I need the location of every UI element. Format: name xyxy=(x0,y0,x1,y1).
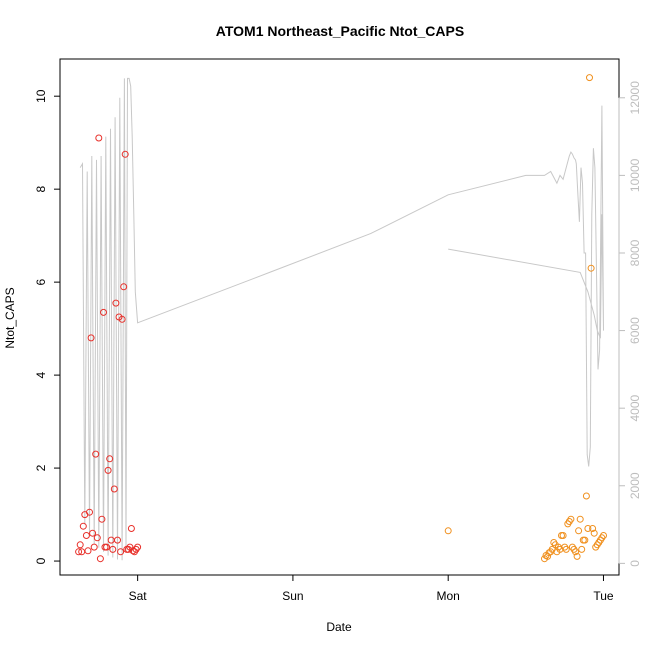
y2-tick-label: 6000 xyxy=(628,317,642,344)
data-point xyxy=(87,334,95,342)
x-tick-label: Mon xyxy=(437,589,460,603)
data-point xyxy=(118,315,126,323)
data-point xyxy=(79,522,87,530)
data-point xyxy=(82,532,90,539)
data-point xyxy=(112,299,120,307)
data-point xyxy=(103,543,111,551)
y-axis-left: 0 2 4 6 8 10 xyxy=(34,89,61,564)
y-tick-label: 8 xyxy=(34,186,48,193)
data-point xyxy=(100,308,107,316)
data-point xyxy=(86,508,93,516)
data-point xyxy=(110,485,118,493)
data-point xyxy=(576,515,584,523)
data-point xyxy=(590,529,598,537)
ntot-line xyxy=(79,77,604,561)
y2-tick-label: 4000 xyxy=(628,395,642,422)
data-point xyxy=(444,527,452,535)
data-point xyxy=(114,536,121,544)
data-point xyxy=(584,525,592,532)
y-tick-label: 2 xyxy=(34,464,48,471)
data-point xyxy=(104,466,112,474)
data-point xyxy=(93,534,101,542)
data-point xyxy=(582,492,590,500)
data-point xyxy=(117,548,125,556)
data-point xyxy=(120,283,128,291)
data-point xyxy=(573,552,581,560)
plot-box xyxy=(59,58,620,576)
data-point xyxy=(76,541,84,549)
data-point xyxy=(89,529,97,537)
data-point xyxy=(109,545,117,553)
data-point xyxy=(578,545,586,553)
x-tick-label: Sun xyxy=(282,589,303,603)
y-tick-label: 6 xyxy=(34,278,48,285)
y2-tick-label: 10000 xyxy=(628,158,642,192)
x-axis: Sat Sun Mon Tue xyxy=(129,574,614,603)
data-point xyxy=(586,74,593,82)
chart-title: ATOM1 Northeast_Pacific Ntot_CAPS xyxy=(216,23,464,39)
data-point xyxy=(96,555,104,563)
data-point xyxy=(84,547,92,555)
data-point xyxy=(600,532,607,539)
y-axis-label: Ntot_CAPS xyxy=(3,287,17,348)
x-tick-label: Sat xyxy=(129,589,148,603)
data-point xyxy=(562,545,570,553)
data-point xyxy=(127,525,135,532)
data-point xyxy=(581,536,589,544)
y2-tick-label: 2000 xyxy=(628,472,642,499)
x-tick-label: Tue xyxy=(593,589,614,603)
points-layer xyxy=(75,74,607,563)
y-axis-right: 0 2000 4000 6000 8000 10000 12000 xyxy=(618,81,642,567)
data-point xyxy=(121,150,129,158)
data-point xyxy=(90,543,98,551)
data-point xyxy=(572,548,579,556)
y-tick-label: 0 xyxy=(34,557,48,564)
data-point xyxy=(106,455,114,463)
data-point xyxy=(559,532,567,539)
line-series xyxy=(79,77,604,561)
data-point xyxy=(75,548,83,556)
data-point xyxy=(92,450,100,458)
y2-tick-label: 12000 xyxy=(628,81,642,115)
data-point xyxy=(589,525,597,532)
data-point xyxy=(567,515,575,523)
x-axis-label: Date xyxy=(326,620,352,634)
data-point xyxy=(98,515,106,523)
data-point xyxy=(587,264,595,272)
y2-tick-label: 0 xyxy=(628,560,642,567)
data-point xyxy=(575,527,583,535)
data-point xyxy=(134,543,142,551)
y2-tick-label: 8000 xyxy=(628,239,642,266)
y-tick-label: 4 xyxy=(34,371,48,378)
y-tick-label: 10 xyxy=(34,89,48,103)
data-point xyxy=(95,134,103,142)
